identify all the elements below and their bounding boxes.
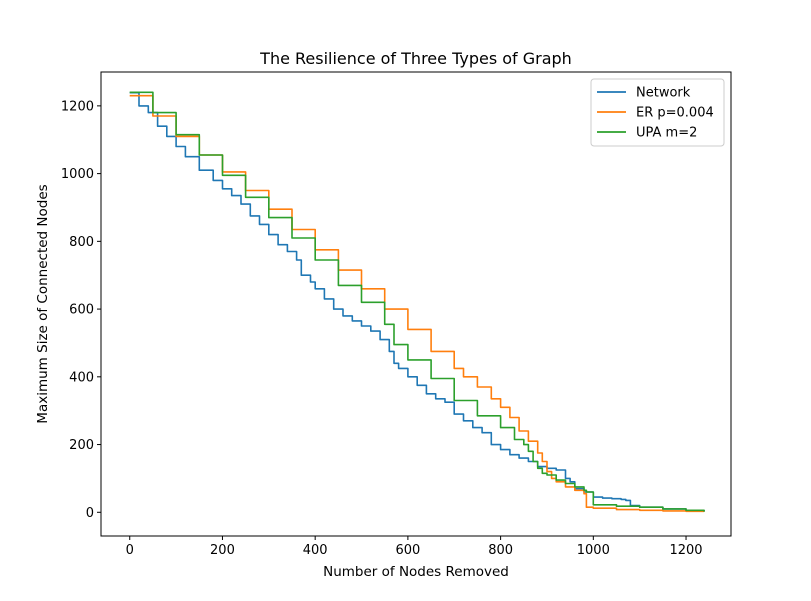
plot-area — [101, 72, 731, 536]
y-ticks: 0 200 400 600 800 1000 1200 — [61, 99, 101, 521]
y-tick-label: 200 — [69, 438, 94, 453]
legend: Network ER p=0.004 UPA m=2 — [590, 78, 725, 147]
y-tick-label: 0 — [86, 506, 94, 521]
x-tick-label: 1000 — [577, 543, 610, 558]
y-tick-label: 1000 — [61, 167, 94, 182]
series-layer — [129, 91, 705, 513]
x-tick-label: 800 — [488, 543, 513, 558]
y-axis-label: Maximum Size of Connected Nodes — [35, 184, 51, 423]
y-tick-label: 600 — [69, 303, 94, 318]
x-axis-label: Number of Nodes Removed — [323, 564, 509, 580]
y-tick-label: 400 — [69, 370, 94, 385]
y-tick-label: 1200 — [61, 99, 94, 114]
legend-box — [590, 78, 725, 147]
series-line-3 — [129, 91, 705, 512]
plot-frame — [100, 71, 732, 537]
x-tick-label: 400 — [303, 543, 328, 558]
x-tick-label: 600 — [395, 543, 420, 558]
x-ticks: 0 200 400 600 800 1000 1200 — [126, 536, 703, 558]
legend-label-2: ER p=0.004 — [636, 106, 714, 121]
legend-label-3: UPA m=2 — [636, 126, 697, 141]
x-tick-label: 0 — [126, 543, 134, 558]
x-tick-label: 200 — [210, 543, 235, 558]
legend-label-1: Network — [636, 86, 691, 101]
y-tick-label: 800 — [69, 235, 94, 250]
x-tick-label: 1200 — [669, 543, 702, 558]
chart-title: The Resilience of Three Types of Graph — [259, 49, 572, 68]
